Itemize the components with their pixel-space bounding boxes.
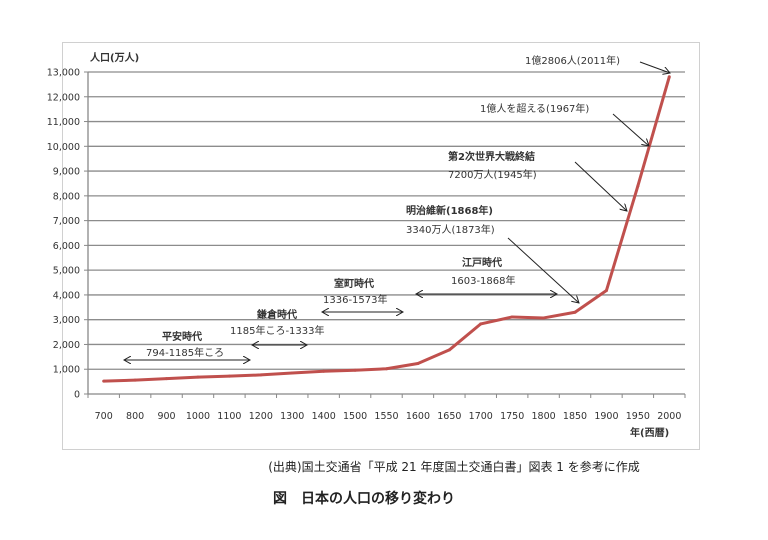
kamakura-range: 1185年ころ-1333年 — [230, 324, 325, 337]
x-tick-label: 1750 — [500, 411, 524, 422]
heian-label: 平安時代 — [162, 330, 202, 343]
y-tick-label: 2,000 — [53, 340, 80, 351]
muromachi-range: 1336-1573年 — [323, 293, 388, 306]
x-tick-label: 1100 — [217, 411, 241, 422]
muromachi-label: 室町時代 — [334, 277, 374, 290]
x-tick-label: 2000 — [657, 411, 681, 422]
x-tick-label: 1850 — [563, 411, 587, 422]
x-tick-label: 1650 — [437, 411, 461, 422]
data-point — [133, 378, 137, 382]
y-tick-label: 5,000 — [53, 266, 80, 277]
data-point — [416, 362, 420, 366]
x-tick-label: 700 — [95, 411, 113, 422]
x-tick-label: 1600 — [406, 411, 430, 422]
data-point — [479, 322, 483, 326]
meiji-label: 明治維新(1868年) — [406, 204, 493, 217]
data-point — [290, 371, 294, 375]
y-tick-label: 4,000 — [53, 290, 80, 301]
kamakura-label: 鎌倉時代 — [256, 308, 297, 321]
data-point — [542, 316, 546, 320]
data-point — [385, 367, 388, 371]
chart-frame — [62, 42, 700, 450]
y-tick-label: 11,000 — [47, 117, 80, 128]
ww2-label: 第2次世界大戦終結 — [448, 150, 535, 163]
y-tick-label: 0 — [74, 390, 80, 401]
x-tick-label: 900 — [157, 411, 175, 422]
data-point — [322, 369, 326, 373]
edo-range: 1603-1868年 — [451, 274, 516, 287]
ww2-pointer-arrow — [574, 161, 627, 211]
y-tick-label: 6,000 — [53, 241, 80, 252]
heian-range: 794-1185年ころ — [146, 346, 224, 359]
data-point — [447, 348, 451, 352]
data-point — [259, 373, 263, 377]
y-tick-label: 7,000 — [53, 216, 80, 227]
x-axis-label: 年(西暦) — [630, 426, 669, 439]
x-tick-label: 1950 — [626, 411, 650, 422]
x-tick-label: 1900 — [594, 411, 618, 422]
edo-label: 江戸時代 — [462, 256, 502, 269]
meiji-population: 3340万人(1873年) — [406, 223, 495, 236]
figure-title: 図 日本の人口の移り変わり — [273, 491, 455, 507]
x-tick-label: 1300 — [280, 411, 304, 422]
over-100m-label: 1億人を超える(1967年) — [480, 102, 589, 115]
y-tick-label: 9,000 — [53, 167, 80, 178]
data-point — [102, 379, 106, 383]
data-point — [353, 368, 357, 372]
2011-label: 1億2806人(2011年) — [525, 54, 620, 67]
data-point — [604, 288, 608, 292]
data-point — [227, 374, 231, 378]
data-point — [196, 375, 200, 379]
x-tick-label: 800 — [126, 411, 144, 422]
x-tick-label: 1550 — [374, 411, 398, 422]
data-point — [667, 75, 671, 79]
data-point — [636, 184, 640, 188]
population-line-chart: 0 1,000 2,000 3,000 4,000 5,000 6,000 7,000 8,00… — [47, 51, 686, 439]
y-axis-label: 人口(万人) — [90, 51, 139, 64]
x-tick-label: 1800 — [532, 411, 556, 422]
y-tick-label: 13,000 — [47, 68, 80, 79]
y-tick-label: 12,000 — [47, 92, 80, 103]
2011-pointer-arrow — [639, 61, 670, 73]
data-point — [510, 315, 514, 319]
y-tick-label: 3,000 — [53, 315, 80, 326]
data-point — [165, 377, 169, 381]
x-tick-label: 1000 — [186, 411, 210, 422]
y-tick-label: 8,000 — [53, 191, 80, 202]
y-tick-label: 1,000 — [53, 365, 80, 376]
data-point — [573, 310, 577, 314]
ww2-population: 7200万人(1945年) — [448, 168, 537, 181]
y-tick-label: 10,000 — [47, 142, 80, 153]
meiji-pointer-arrow — [507, 237, 579, 303]
source-note: (出典)国土交通省「平成 21 年度国土交通白書」図表 1 を参考に作成 — [268, 460, 640, 474]
x-tick-label: 1500 — [343, 411, 367, 422]
x-tick-label: 1700 — [469, 411, 493, 422]
x-tick-label: 1200 — [249, 411, 273, 422]
x-tick-label: 1400 — [312, 411, 336, 422]
over-100m-pointer-arrow — [612, 113, 649, 146]
